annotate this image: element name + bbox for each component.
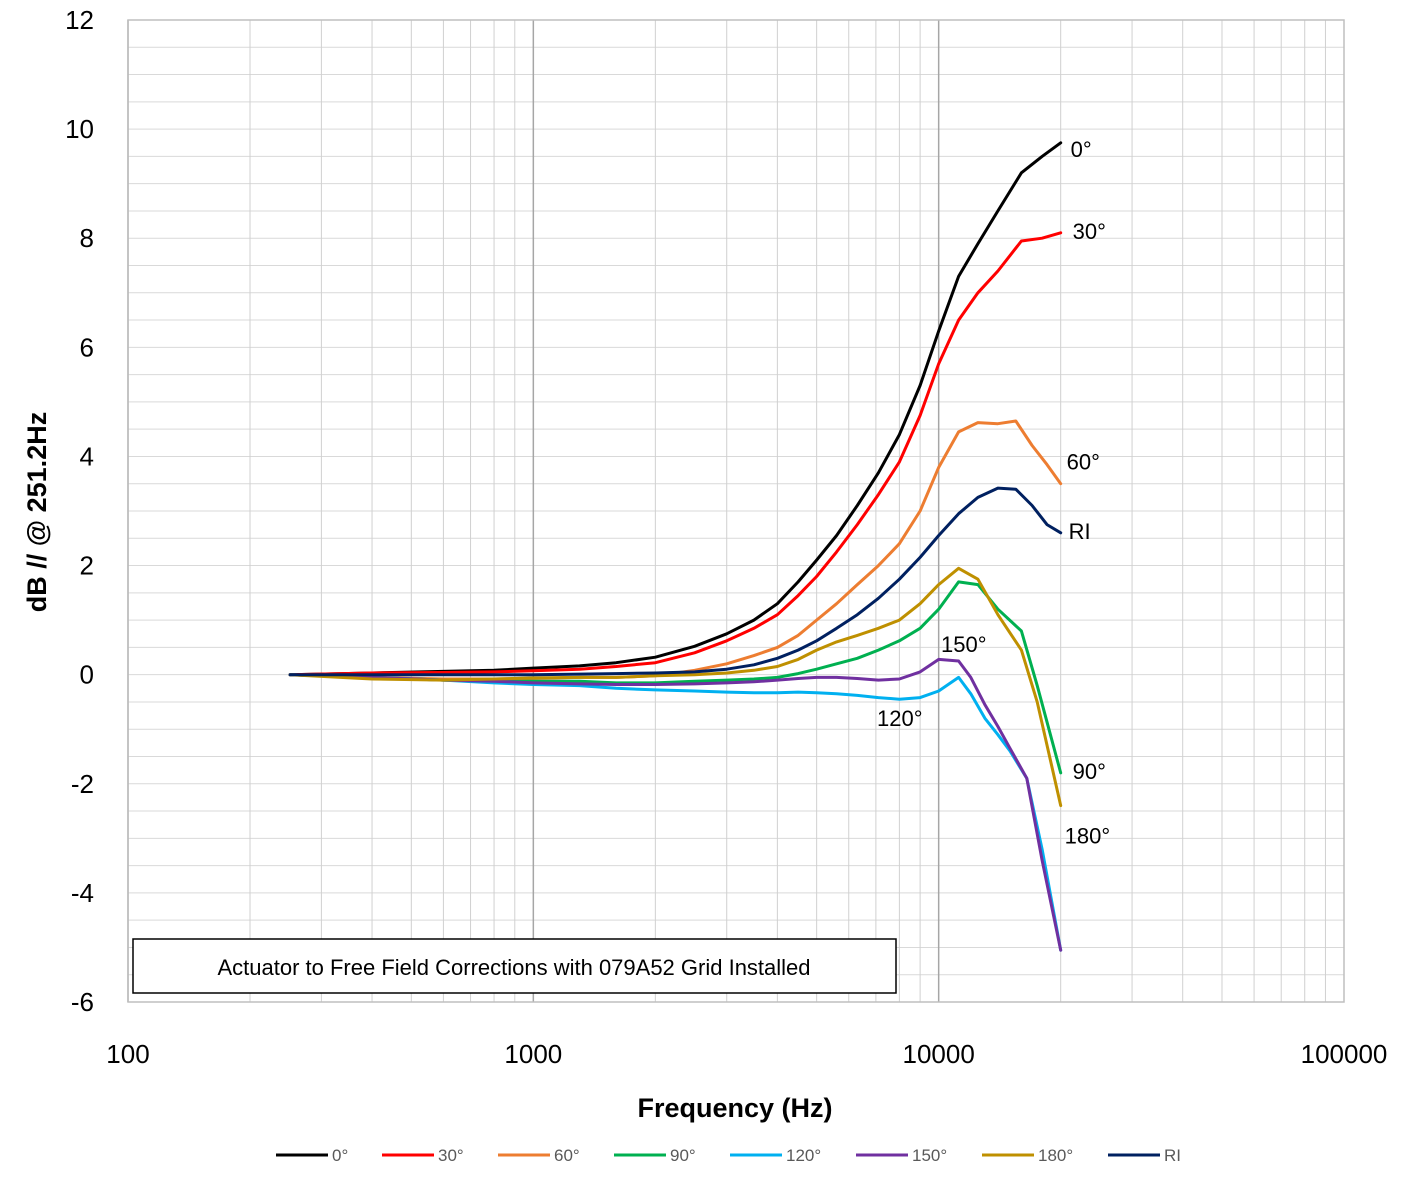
y-tick-label: 2 bbox=[80, 551, 94, 581]
series-line-RI bbox=[288, 486, 1063, 677]
annotation-box: Actuator to Free Field Corrections with … bbox=[132, 938, 897, 994]
legend-label-RI: RI bbox=[1164, 1146, 1181, 1165]
legend-label-150°: 150° bbox=[912, 1146, 947, 1165]
legend: 0° 30° 60° 90° 120° 150° 180° RI bbox=[276, 1146, 1181, 1165]
series-end-labels: 0° 30° 60° 90° 180° RI bbox=[1065, 137, 1111, 849]
series-line-180° bbox=[288, 566, 1063, 808]
series-line-0° bbox=[288, 141, 1063, 677]
x-tick-label: 1000 bbox=[504, 1039, 562, 1069]
legend-label-180°: 180° bbox=[1038, 1146, 1073, 1165]
end-label-90°: 90° bbox=[1073, 759, 1106, 784]
inline-label-150: 150° bbox=[941, 632, 987, 657]
legend-label-60°: 60° bbox=[554, 1146, 580, 1165]
legend-label-30°: 30° bbox=[438, 1146, 464, 1165]
end-label-60°: 60° bbox=[1067, 450, 1100, 475]
legend-label-120°: 120° bbox=[786, 1146, 821, 1165]
y-tick-label: -4 bbox=[71, 878, 94, 908]
annotation-text: Actuator to Free Field Corrections with … bbox=[217, 955, 810, 980]
legend-label-90°: 90° bbox=[670, 1146, 696, 1165]
y-axis-title: dB // @ 251.2Hz bbox=[22, 412, 52, 612]
x-tick-label: 100000 bbox=[1301, 1039, 1388, 1069]
end-label-180°: 180° bbox=[1065, 824, 1111, 849]
y-tick-label: 4 bbox=[80, 441, 94, 471]
series-line-120° bbox=[288, 673, 1063, 952]
legend-label-0°: 0° bbox=[332, 1146, 348, 1165]
series-lines bbox=[288, 141, 1063, 952]
y-tick-label: 12 bbox=[65, 5, 94, 35]
y-tick-label: 0 bbox=[80, 660, 94, 690]
x-tick-label: 10000 bbox=[903, 1039, 975, 1069]
x-axis-title: Frequency (Hz) bbox=[637, 1093, 832, 1123]
y-tick-label: -2 bbox=[71, 769, 94, 799]
series-line-30° bbox=[288, 231, 1063, 677]
plot-border bbox=[127, 19, 1345, 1003]
y-tick-label: 10 bbox=[65, 114, 94, 144]
end-label-RI: RI bbox=[1069, 519, 1091, 544]
x-tick-labels: 100 1000 10000 100000 bbox=[106, 1039, 1387, 1069]
series-line-90° bbox=[288, 580, 1063, 775]
y-tick-label: 8 bbox=[80, 223, 94, 253]
inline-label-120: 120° bbox=[877, 706, 923, 731]
grid bbox=[127, 19, 1344, 1003]
y-tick-label: 6 bbox=[80, 332, 94, 362]
end-label-30°: 30° bbox=[1073, 219, 1106, 244]
series-line-150° bbox=[288, 657, 1063, 952]
y-tick-labels: -6 -4 -2 0 2 4 6 8 10 12 bbox=[65, 5, 94, 1017]
y-tick-label: -6 bbox=[71, 987, 94, 1017]
end-label-0°: 0° bbox=[1071, 137, 1092, 162]
x-tick-label: 100 bbox=[106, 1039, 149, 1069]
